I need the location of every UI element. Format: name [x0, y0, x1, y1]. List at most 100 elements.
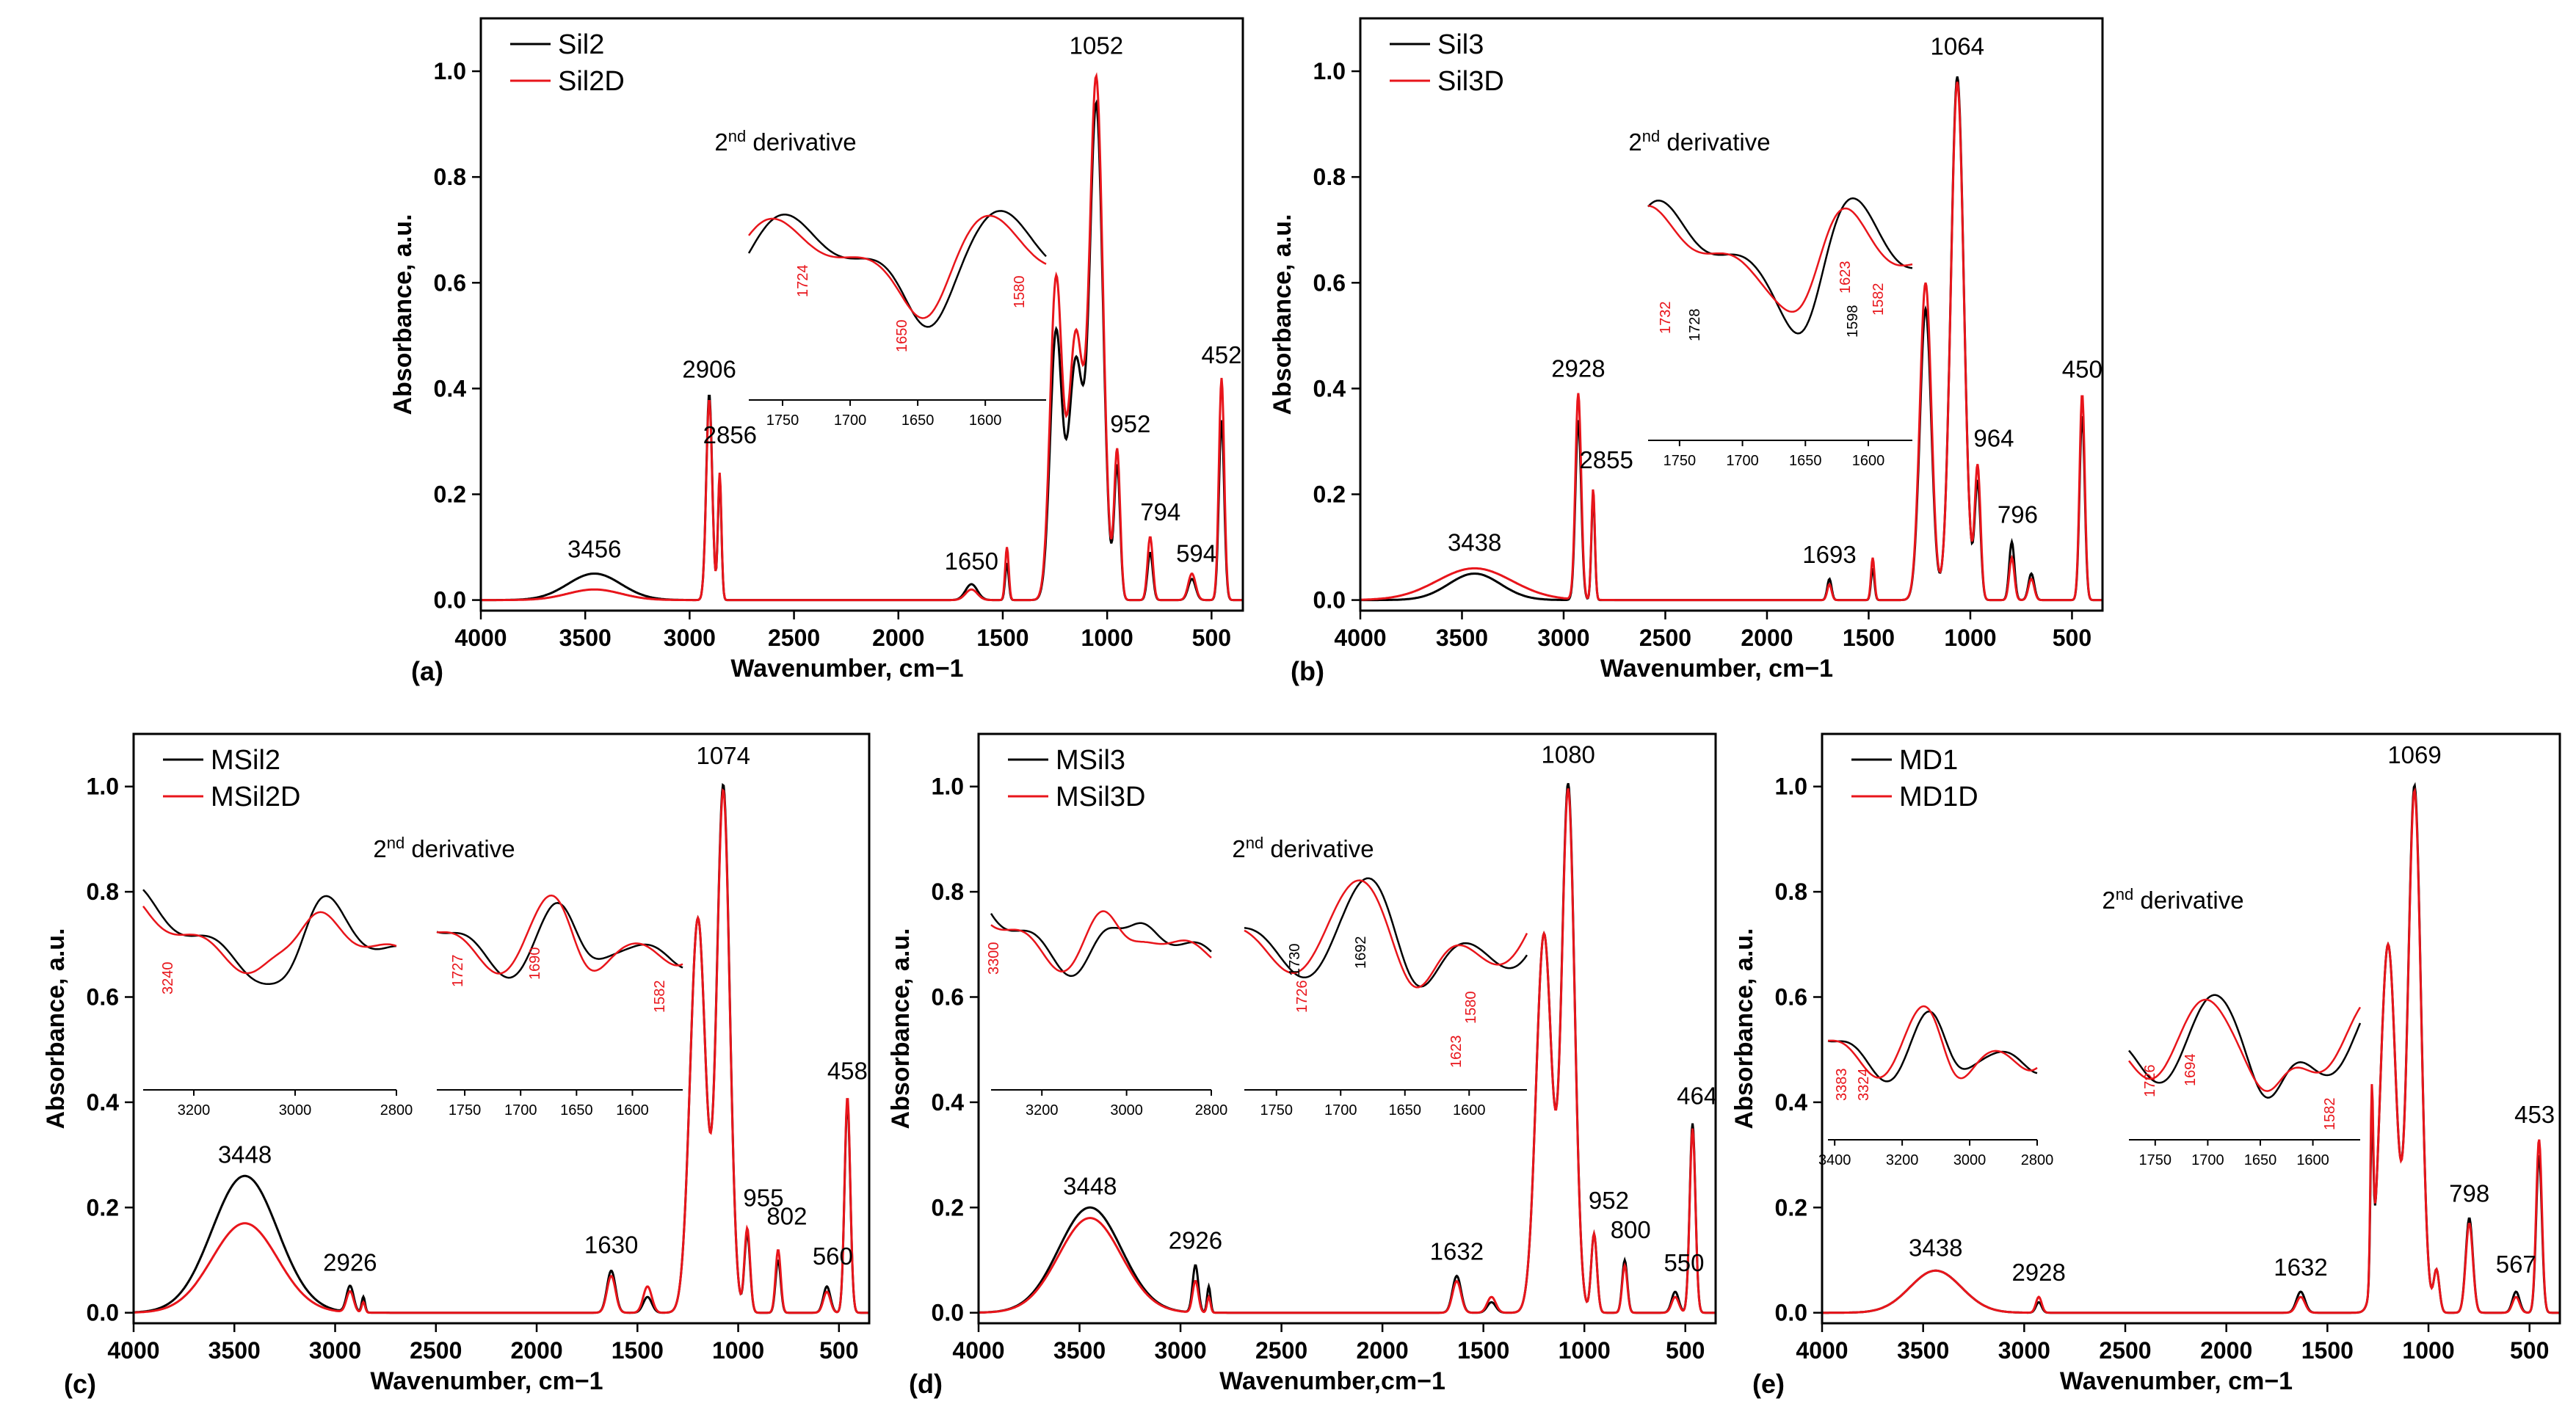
legend-label: Sil2 — [558, 29, 604, 60]
x-tick-label: 3500 — [208, 1337, 261, 1364]
legend-label: Sil2D — [558, 66, 625, 97]
x-tick-label: 1500 — [2301, 1337, 2354, 1364]
x-tick-label: 500 — [2510, 1337, 2549, 1364]
inset-tick-label: 1600 — [2296, 1152, 2329, 1168]
inset-curve-MSil3D — [1244, 879, 1528, 989]
y-tick-label: 0.2 — [1313, 481, 1346, 507]
inset-peak-label: 1726 — [1294, 981, 1310, 1014]
series-line-Sil2D — [481, 72, 1243, 602]
x-tick-label: 2500 — [768, 625, 820, 651]
x-tick-label: 4000 — [952, 1337, 1004, 1364]
inset-tick-label: 1700 — [834, 412, 867, 429]
y-tick-label: 0.0 — [1313, 587, 1346, 614]
x-tick-label: 3000 — [664, 625, 716, 651]
series-line-MSil2 — [133, 782, 869, 1314]
inset-tick-label: 1650 — [901, 412, 935, 429]
x-tick-label: 2000 — [2200, 1337, 2252, 1364]
y-tick-label: 1.0 — [1313, 58, 1346, 84]
inset-peak-label: 1727 — [450, 955, 466, 988]
peak-annotation: 3448 — [1063, 1172, 1117, 1199]
plot-frame — [479, 17, 1244, 612]
y-tick-label: 0.6 — [1313, 269, 1346, 296]
peak-annotation: 2928 — [2011, 1259, 2065, 1286]
x-tick-label: 4000 — [107, 1337, 159, 1364]
series-line-Sil2 — [481, 99, 1243, 602]
panel-c: 4000 3500 3000 2500 2000 1500 1000 500 0.0 0.2 0.4… — [42, 732, 871, 1399]
legend-label: MSil3D — [1056, 782, 1145, 812]
inset-tick-label: 1650 — [2244, 1152, 2277, 1168]
inset-tick-label: 1600 — [969, 412, 1002, 429]
legend-label: MD1D — [1899, 782, 1978, 812]
inset-peak-label: 1650 — [894, 320, 910, 353]
y-tick-label: 0.8 — [87, 879, 119, 905]
inset-tick-label: 1650 — [1389, 1102, 1422, 1118]
x-tick-label: 2500 — [2099, 1337, 2151, 1364]
peak-annotation: 798 — [2449, 1180, 2489, 1207]
inset-tick-label: 1700 — [504, 1102, 537, 1118]
inset-tick-label: 1700 — [2191, 1152, 2224, 1168]
peak-annotation: 955 — [743, 1184, 783, 1211]
peak-annotation: 2906 — [682, 356, 736, 383]
inset-tick-label: 1600 — [1453, 1102, 1486, 1118]
y-axis-label: Absorbance, a.u. — [42, 928, 70, 1130]
inset-tick-label: 1700 — [1726, 453, 1759, 469]
panel-e: 4000 3500 3000 2500 2000 1500 1000 500 0.0 0.2 0.4… — [1730, 732, 2561, 1399]
peak-annotation: 1632 — [2274, 1254, 2327, 1281]
panel-label: (a) — [411, 656, 443, 686]
plot-frame — [132, 732, 871, 1325]
legend-label: MSil2 — [211, 745, 280, 776]
y-axis-label: Absorbance, a.u. — [887, 928, 915, 1130]
peak-annotation: 964 — [1973, 424, 2014, 451]
peak-annotation: 458 — [827, 1058, 868, 1085]
y-tick-label: 0.8 — [1313, 164, 1346, 190]
peak-annotation: 2928 — [1551, 355, 1605, 382]
inset-tick-label: 1600 — [616, 1102, 649, 1118]
x-tick-label: 1000 — [1081, 625, 1133, 651]
legend-label: Sil3 — [1437, 29, 1484, 60]
peak-annotation: 3438 — [1448, 528, 1501, 556]
panel-label: (d) — [909, 1369, 943, 1399]
x-tick-label: 500 — [819, 1337, 858, 1364]
inset-curve-Sil2 — [747, 210, 1047, 328]
y-tick-label: 1.0 — [932, 774, 964, 800]
inset-tick-label: 3400 — [1818, 1152, 1851, 1168]
inset-curve-Sil3D — [1647, 205, 1913, 313]
y-tick-label: 0.0 — [1775, 1300, 1807, 1326]
x-tick-label: 2500 — [1639, 625, 1691, 651]
x-axis-label: Wavenumber, cm−1 — [370, 1367, 603, 1395]
series-line-Sil3D — [1360, 81, 2102, 602]
x-tick-label: 500 — [1666, 1337, 1705, 1364]
inset-tick-label: 3000 — [279, 1102, 312, 1118]
x-tick-label: 1000 — [2402, 1337, 2454, 1364]
inset-peak-label: 1724 — [795, 265, 811, 298]
y-tick-label: 1.0 — [87, 774, 119, 800]
inset-peak-label: 1623 — [1448, 1036, 1465, 1069]
inset-curve-MD1 — [2128, 994, 2362, 1099]
inset-tick-label: 2800 — [1195, 1102, 1228, 1118]
inset-tick-label: 3000 — [1110, 1102, 1143, 1118]
inset-tick-label: 1750 — [449, 1102, 482, 1118]
peak-annotation: 1632 — [1430, 1237, 1484, 1265]
inset-curve-MSil3 — [1244, 877, 1528, 988]
y-axis-label: Absorbance, a.u. — [1269, 214, 1296, 415]
inset-peak-label: 1580 — [1463, 992, 1479, 1025]
plot-frame — [1821, 732, 2561, 1325]
inset-peak-label: 3383 — [1834, 1069, 1850, 1102]
inset-tick-label: 1650 — [560, 1102, 593, 1118]
peak-annotation: 550 — [1663, 1249, 1704, 1276]
peak-annotation: 796 — [1998, 501, 2038, 528]
plot-frame — [977, 732, 1717, 1325]
x-tick-label: 500 — [1192, 625, 1231, 651]
x-tick-label: 4000 — [454, 625, 507, 651]
y-tick-label: 1.0 — [434, 58, 466, 84]
peak-annotation: 802 — [766, 1203, 807, 1230]
inset-2nd-derivative: 2nd derivative 1750 1700 1650 1600 1732 1728 16… — [1628, 127, 1913, 469]
y-tick-label: 1.0 — [1775, 774, 1807, 800]
inset-peak-label: 1694 — [2183, 1054, 2199, 1087]
inset-tick-label: 1600 — [1852, 453, 1885, 469]
inset-peak-label: 1692 — [1353, 936, 1369, 970]
y-axis-label: Absorbance, a.u. — [1730, 928, 1758, 1130]
inset-2nd-derivative: 2nd derivative 3400 3200 3000 2800 1750 1700 16… — [1818, 885, 2362, 1168]
x-tick-label: 3000 — [309, 1337, 361, 1364]
